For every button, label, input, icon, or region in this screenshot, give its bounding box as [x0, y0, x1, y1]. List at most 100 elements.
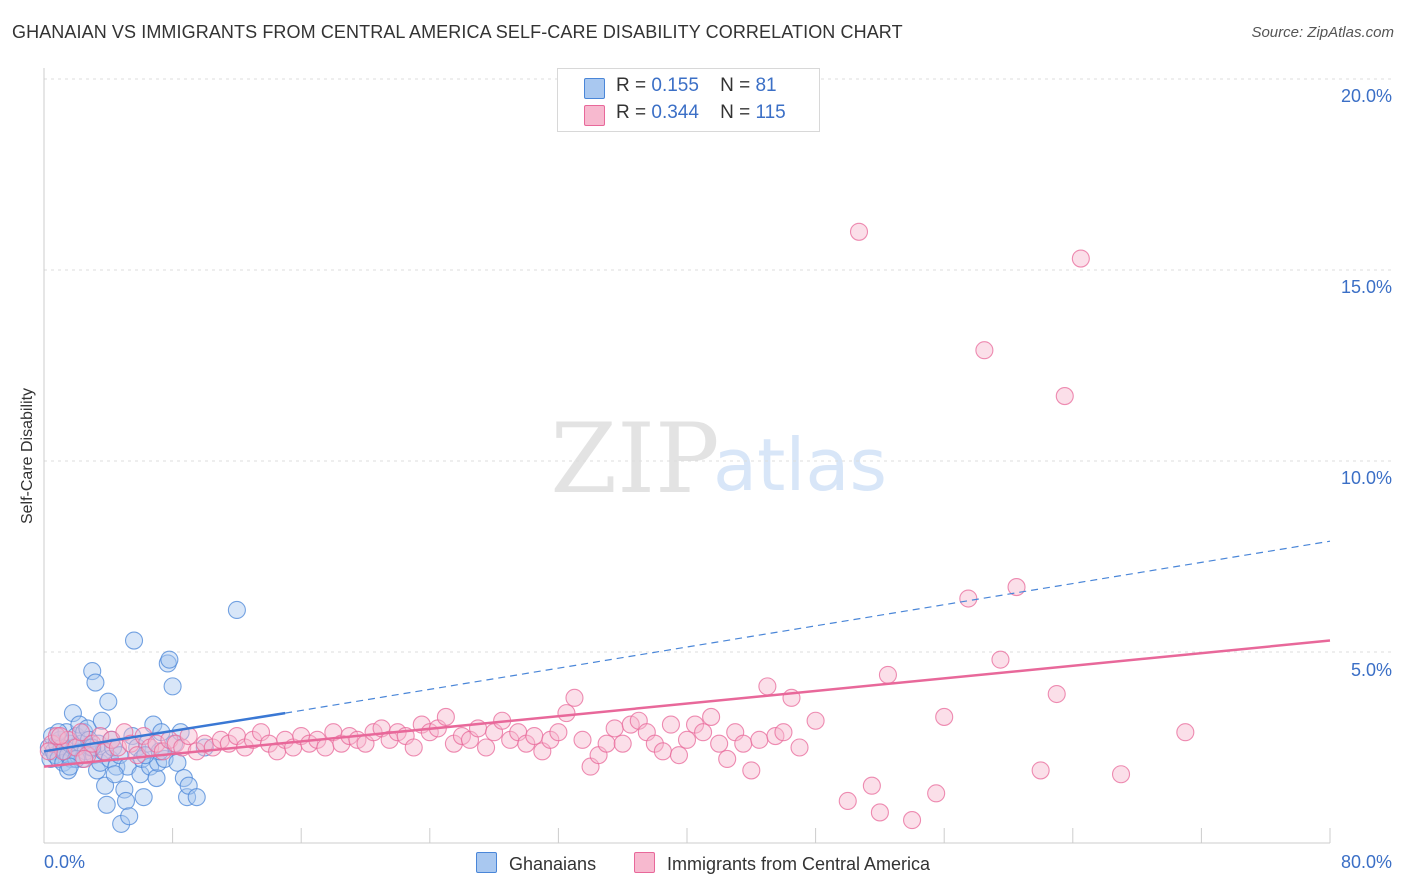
ghanaians-trend-line [43, 711, 286, 753]
central-america-point [605, 719, 624, 738]
ghanaians-point [134, 788, 153, 807]
central-america-point [742, 761, 761, 780]
source-label: Source: ZipAtlas.com [1251, 24, 1394, 41]
ghanaians-point [168, 753, 187, 772]
central-america-point [597, 734, 616, 753]
ghanaians-trend-extension [285, 540, 1331, 714]
central-america-point [669, 746, 689, 765]
ghanaians-point [160, 650, 179, 669]
central-america-point [902, 811, 922, 830]
ghanaians-point [99, 692, 118, 711]
central-america-point [774, 723, 793, 742]
central-america-point [806, 711, 825, 730]
ghanaians-point [63, 704, 82, 723]
central-america-point [718, 749, 737, 769]
central-america-point [653, 742, 672, 761]
ghanaians-point [92, 711, 111, 730]
y-tick-label: 15.0% [1340, 277, 1392, 297]
axes [43, 68, 1331, 844]
bottom-legend-central-america: Immigrants from Central America [634, 852, 930, 875]
central-america-point [927, 784, 946, 803]
central-america-point [477, 738, 496, 757]
legend-swatch-blue [476, 852, 497, 873]
correlation-legend: R = 0.155 N = 81 R = 0.344 N = 115 [557, 68, 820, 132]
central-america-point [1047, 684, 1066, 704]
central-america-point [870, 803, 889, 822]
trend-lines [43, 540, 1331, 768]
central-america-point [557, 704, 576, 723]
r-label: R = [616, 75, 647, 96]
chart-title: GHANAIAN VS IMMIGRANTS FROM CENTRAL AMER… [12, 22, 903, 42]
central-america-point [51, 726, 70, 746]
y-tick-label: 20.0% [1340, 86, 1392, 106]
ghanaians-point [187, 788, 206, 807]
ghanaians-point [83, 662, 102, 681]
central-america-point [661, 715, 680, 734]
r-value: 0.344 [651, 102, 699, 123]
legend-text: R = 0.155 N = 81 [616, 75, 777, 97]
central-america-point [694, 723, 713, 742]
central-america-point [750, 730, 769, 749]
central-america-point [991, 650, 1010, 669]
central-america-point [710, 734, 729, 753]
ghanaians-point [105, 765, 124, 784]
central-america-point [1007, 578, 1026, 597]
central-america-point [677, 730, 697, 749]
n-label: N = [720, 75, 751, 96]
central-america-point [959, 589, 978, 608]
n-value: 115 [755, 102, 786, 123]
ghanaians-point [178, 788, 197, 807]
central-america-point [565, 688, 584, 707]
central-america-point [573, 730, 592, 749]
central-america-point [935, 707, 954, 726]
ghanaians-point [60, 757, 79, 776]
ghanaians-point [124, 631, 144, 650]
central-america-point [878, 665, 897, 684]
central-america-points [39, 222, 1195, 830]
r-value: 0.155 [651, 75, 699, 96]
central-america-point [549, 723, 568, 742]
ghanaians-point [120, 807, 139, 826]
ghanaians-point [163, 677, 182, 696]
central-america-point [790, 738, 809, 757]
central-america-point [1071, 249, 1090, 268]
y-tick-label: 10.0% [1340, 468, 1392, 488]
n-value: 81 [755, 75, 777, 96]
central-america-point [613, 734, 632, 753]
central-america-point [734, 734, 753, 753]
legend-label: Ghanaians [509, 854, 597, 874]
central-america-point [838, 791, 857, 811]
central-america-point [849, 222, 869, 241]
watermark-atlas: atlas [713, 423, 887, 507]
ghanaians-point [227, 600, 246, 620]
watermark-zip: ZIP [550, 403, 719, 515]
central-america-point [702, 707, 721, 726]
central-america-trend-line [43, 639, 1331, 768]
central-america-point [1111, 765, 1131, 784]
legend-swatch-blue [584, 78, 605, 99]
x-tick-label: 80.0% [1340, 852, 1392, 872]
ghanaians-point [97, 795, 116, 814]
ghanaians-points [39, 600, 246, 833]
legend-text: R = 0.344 N = 115 [616, 102, 786, 124]
central-america-point [71, 723, 91, 742]
central-america-point [1031, 761, 1050, 780]
central-america-point [316, 738, 335, 757]
grid-lines [44, 78, 1392, 653]
ghanaians-point [147, 769, 166, 788]
legend-swatch-pink [634, 852, 655, 873]
central-america-point [525, 726, 544, 746]
y-tick-label: 5.0% [1350, 660, 1392, 680]
central-america-point [404, 738, 423, 757]
legend-swatch-pink [584, 105, 605, 126]
central-america-point [758, 677, 777, 696]
central-america-point [1055, 387, 1074, 406]
ghanaians-point [116, 791, 136, 811]
central-america-point [75, 749, 94, 769]
central-america-point [115, 723, 134, 742]
bottom-legend-ghanaians: Ghanaians [476, 852, 596, 875]
n-label: N = [720, 102, 751, 123]
central-america-point [862, 776, 881, 795]
ghanaians-point [86, 673, 105, 692]
